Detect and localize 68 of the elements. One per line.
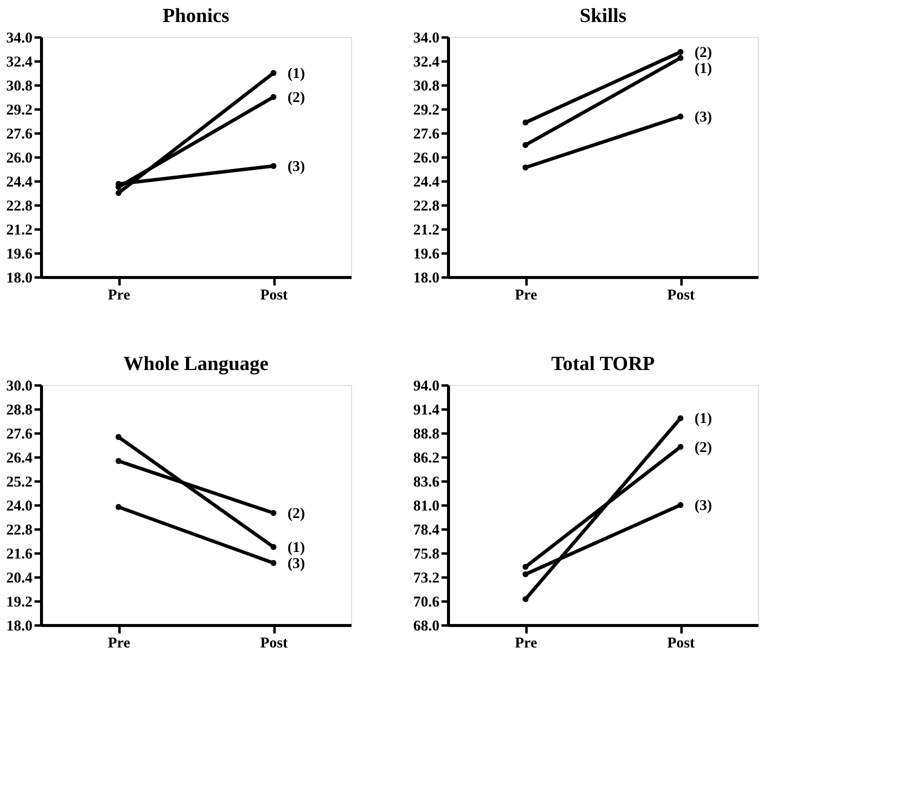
y-tick-label: 22.8 xyxy=(6,522,32,538)
y-tick-label: 27.6 xyxy=(6,426,33,442)
y-tick-label: 24.4 xyxy=(6,174,33,190)
y-tick-label: 21.2 xyxy=(6,222,32,238)
x-tick-label: Pre xyxy=(108,288,130,304)
x-tick-label: Pre xyxy=(514,288,538,304)
y-tick-label: 20.4 xyxy=(6,570,33,586)
y-tick-label: 24.4 xyxy=(413,174,440,190)
y-tick-label: 28.8 xyxy=(6,402,32,418)
y-tick-label: 34.0 xyxy=(413,30,440,46)
x-tick-label: Post xyxy=(260,288,288,304)
series-label: (1) xyxy=(288,540,305,556)
y-tick-label: 86.2 xyxy=(413,450,440,466)
y-tick-label: 29.2 xyxy=(413,102,440,118)
y-tick-label: 18.0 xyxy=(413,270,440,286)
y-tick-label: 22.8 xyxy=(6,198,32,214)
y-tick-label: 18.0 xyxy=(6,270,32,286)
y-tick-label: 30.8 xyxy=(413,78,440,94)
series-label: (2) xyxy=(694,45,712,61)
chart-title: Whole Language xyxy=(123,353,269,375)
y-tick-label: 19.6 xyxy=(413,246,440,262)
y-tick-label: 21.2 xyxy=(413,222,440,238)
series-label: (1) xyxy=(694,411,712,428)
series-label: (1) xyxy=(288,66,305,82)
chart-title: Skills xyxy=(580,5,627,27)
series-label: (2) xyxy=(288,506,305,522)
x-tick-label: Post xyxy=(667,636,695,652)
y-tick-label: 88.8 xyxy=(413,426,440,442)
y-tick-label: 22.8 xyxy=(413,198,440,214)
series-label: (3) xyxy=(694,110,712,126)
series-label: (3) xyxy=(288,556,305,572)
y-tick-label: 19.2 xyxy=(6,594,32,610)
series-label: (2) xyxy=(694,440,712,456)
y-tick-label: 81.0 xyxy=(413,498,440,514)
y-tick-label: 21.6 xyxy=(6,546,33,562)
x-tick-label: Pre xyxy=(514,636,538,652)
chart-title: Phonics xyxy=(162,5,230,27)
y-tick-label: 34.0 xyxy=(6,30,32,46)
y-tick-label: 68.0 xyxy=(413,618,440,634)
y-tick-label: 83.6 xyxy=(413,474,440,490)
x-tick-label: Post xyxy=(667,288,695,304)
y-tick-label: 26.0 xyxy=(6,150,32,166)
y-tick-label: 32.4 xyxy=(6,54,33,70)
y-tick-label: 27.6 xyxy=(6,126,33,142)
y-tick-label: 19.6 xyxy=(6,246,33,262)
series-label: (2) xyxy=(288,90,305,106)
y-tick-label: 70.6 xyxy=(413,594,440,610)
y-tick-label: 26.4 xyxy=(6,450,33,466)
y-tick-label: 27.6 xyxy=(413,126,440,142)
series-label: (3) xyxy=(288,159,305,175)
y-tick-label: 75.8 xyxy=(413,546,440,562)
y-tick-label: 18.0 xyxy=(6,618,32,634)
x-tick-label: Post xyxy=(260,636,288,652)
y-tick-label: 91.4 xyxy=(413,402,440,418)
y-tick-label: 94.0 xyxy=(413,378,440,394)
y-tick-label: 26.0 xyxy=(413,150,440,166)
series-label: (1) xyxy=(694,61,712,77)
chart-title: Total TORP xyxy=(551,353,655,375)
y-tick-label: 73.2 xyxy=(413,570,440,586)
series-label: (3) xyxy=(694,498,712,514)
y-tick-label: 29.2 xyxy=(6,102,32,118)
y-tick-label: 78.4 xyxy=(413,522,440,538)
y-tick-label: 25.2 xyxy=(6,474,32,490)
y-tick-label: 32.4 xyxy=(413,54,440,70)
y-tick-label: 24.0 xyxy=(6,498,32,514)
y-tick-label: 30.0 xyxy=(6,378,32,394)
x-tick-label: Pre xyxy=(108,636,130,652)
y-tick-label: 30.8 xyxy=(6,78,32,94)
